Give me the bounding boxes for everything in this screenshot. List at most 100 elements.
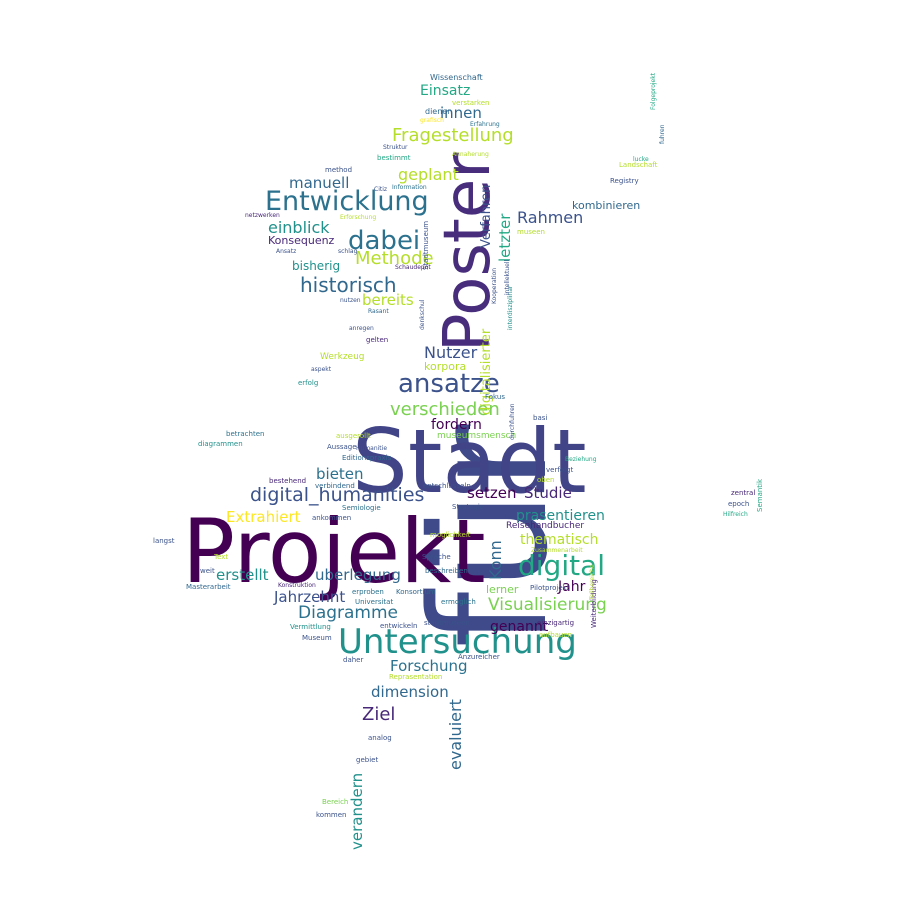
word-innen: innen <box>440 104 482 122</box>
word-visualisierung: Visualisierung <box>488 595 607 615</box>
word-langst: langst <box>153 537 175 545</box>
word-schaudepot: Schaudepot <box>395 264 431 271</box>
word-uberlegung: uberlegung <box>315 566 401 584</box>
word-lucke: lucke <box>633 156 649 163</box>
word-fordern: fordern <box>431 417 482 433</box>
word-entwickeln: entwickeln <box>380 622 418 630</box>
word-historisch: historisch <box>300 273 397 297</box>
word-bestehend: bestehend <box>269 477 307 485</box>
word-editionspraxis: Editionspraxis <box>342 454 392 462</box>
word-verfahren: Verfahren <box>479 184 494 248</box>
word-ausgerollt: ausgerollt <box>336 432 371 440</box>
word-nutzer: Nutzer <box>424 343 478 362</box>
word-letzter: letzter <box>496 213 514 262</box>
word-netzwerken: netzwerken <box>245 212 280 219</box>
word-analog: analog <box>368 734 392 742</box>
word-annaherung: Annaherung <box>452 151 489 158</box>
word-geplant: geplant <box>398 165 459 184</box>
word-fokus: Fokus <box>485 393 505 401</box>
word-aspekt: aspekt <box>311 366 332 373</box>
word-erfolg: erfolg <box>298 379 319 387</box>
word-prasentieren: prasentieren <box>516 508 605 524</box>
word-konn: Konn <box>486 540 505 580</box>
word-dienen: dienen <box>425 107 453 116</box>
word-manuell: manuell <box>289 174 350 192</box>
word-pilotprojekt: Pilotprojekt <box>530 584 570 592</box>
word-beschreiben: beschreiben <box>425 567 468 575</box>
word-zentral: zentral <box>731 489 756 497</box>
word-ermoglich: ermoglich <box>441 598 476 606</box>
word-korpora: korpora <box>424 360 467 373</box>
word-ziel: Ziel <box>362 704 396 725</box>
word-universitat: Universitat <box>355 598 394 606</box>
word-registry: Registry <box>610 177 639 185</box>
word-erstellt: erstellt <box>216 566 269 584</box>
word-lerner: lerner <box>486 583 519 596</box>
word-denkschul: denkschul <box>419 299 426 330</box>
word-landschaft: Landschaft <box>619 161 658 169</box>
word-oben: oben <box>537 476 555 484</box>
word-museen: museen <box>517 228 545 236</box>
word-reprasentation: Reprasentation <box>389 673 443 681</box>
word-dabei: dabei <box>348 226 421 256</box>
word-verbindend: verbindend <box>315 482 355 490</box>
word-reisehandbucher: Reisehandbucher <box>506 521 585 531</box>
word-bestimmt: bestimmt <box>377 154 411 162</box>
word-erforschung: Erforschung <box>340 214 377 221</box>
word-kooperation: Kooperation <box>491 267 498 304</box>
word-text: Text <box>214 553 229 561</box>
word-digital: digital <box>518 549 606 582</box>
word-semiologie: Semiologie <box>342 504 381 512</box>
word-entwicklung: Entwicklung <box>265 186 429 217</box>
word-thematisch: thematisch <box>520 532 599 548</box>
word-einzigartig: einzigartig <box>537 619 575 627</box>
word-zusammenarbeit: Zusammenarbeit <box>531 547 583 554</box>
word-setzen: setzen <box>467 484 517 502</box>
word-humanitie: Humanitie <box>356 445 388 452</box>
word-projekt: Projekt <box>182 500 486 603</box>
word-fragestellung: Fragestellung <box>392 125 514 146</box>
word-stadtmuseen: stadtmuseen <box>424 619 470 627</box>
word-forschung: Forschung <box>390 657 468 675</box>
word-diagramme: Diagramme <box>298 603 399 623</box>
word-citiz: Citiz <box>374 186 388 193</box>
word-verstarken: verstarken <box>452 99 490 107</box>
word-bisherig: bisherig <box>292 259 341 273</box>
word-evaluiert: evaluiert <box>446 699 465 770</box>
word-stadtmuseum: Stadtmuseum <box>422 220 430 270</box>
word-folgeprojekt: Folgeprojekt <box>650 72 657 110</box>
word-semantik: Semantik <box>756 478 764 512</box>
word-nutzen: nutzen <box>340 297 361 304</box>
word-konsequenz: Konsequenz <box>268 234 335 247</box>
word-erproben: erproben <box>352 588 384 596</box>
word-studie: Studie <box>524 484 572 502</box>
word-daher: daher <box>343 656 364 664</box>
word-einsatz: Einsatz <box>420 83 471 99</box>
word-moglichkeit: moglichkeit <box>430 531 471 539</box>
word-bereits: bereits <box>362 291 414 309</box>
word-hilfreich: Hilfreich <box>723 511 748 518</box>
word-jahrzehnt: Jahrzehnt <box>274 588 346 606</box>
word-konsortium: Konsortium <box>396 588 436 596</box>
word-basi: basi <box>533 414 548 422</box>
word-epoch: epoch <box>728 500 750 508</box>
word-digitalisierter: digitalisierter <box>479 328 494 415</box>
word-werkzeug: Werkzeug <box>320 352 365 362</box>
word-method: method <box>325 166 353 174</box>
word-einblick: einblick <box>268 218 330 237</box>
word-wissenschaft: Wissenschaft <box>430 73 483 82</box>
word-sprache: Sprache <box>422 553 451 561</box>
word-vermittlung: Vermittlung <box>290 623 331 631</box>
word-anregen: anregen <box>349 325 374 332</box>
word-bereich: Bereich <box>322 798 349 806</box>
word-rahmen: Rahmen <box>517 208 584 227</box>
word-konstruktion: Konstruktion <box>278 582 316 589</box>
word-stadt: Stadt <box>352 410 587 513</box>
word-museumsmensch: museumsmensch <box>437 431 517 441</box>
word-kombinieren: kombinieren <box>572 199 641 212</box>
word-anzureicher: Anzureicher <box>458 653 500 661</box>
word-durchfuhren: durchfuhren <box>509 403 516 440</box>
word-rasant: Rasant <box>368 308 389 315</box>
word-strategie: Strategie <box>452 503 485 511</box>
